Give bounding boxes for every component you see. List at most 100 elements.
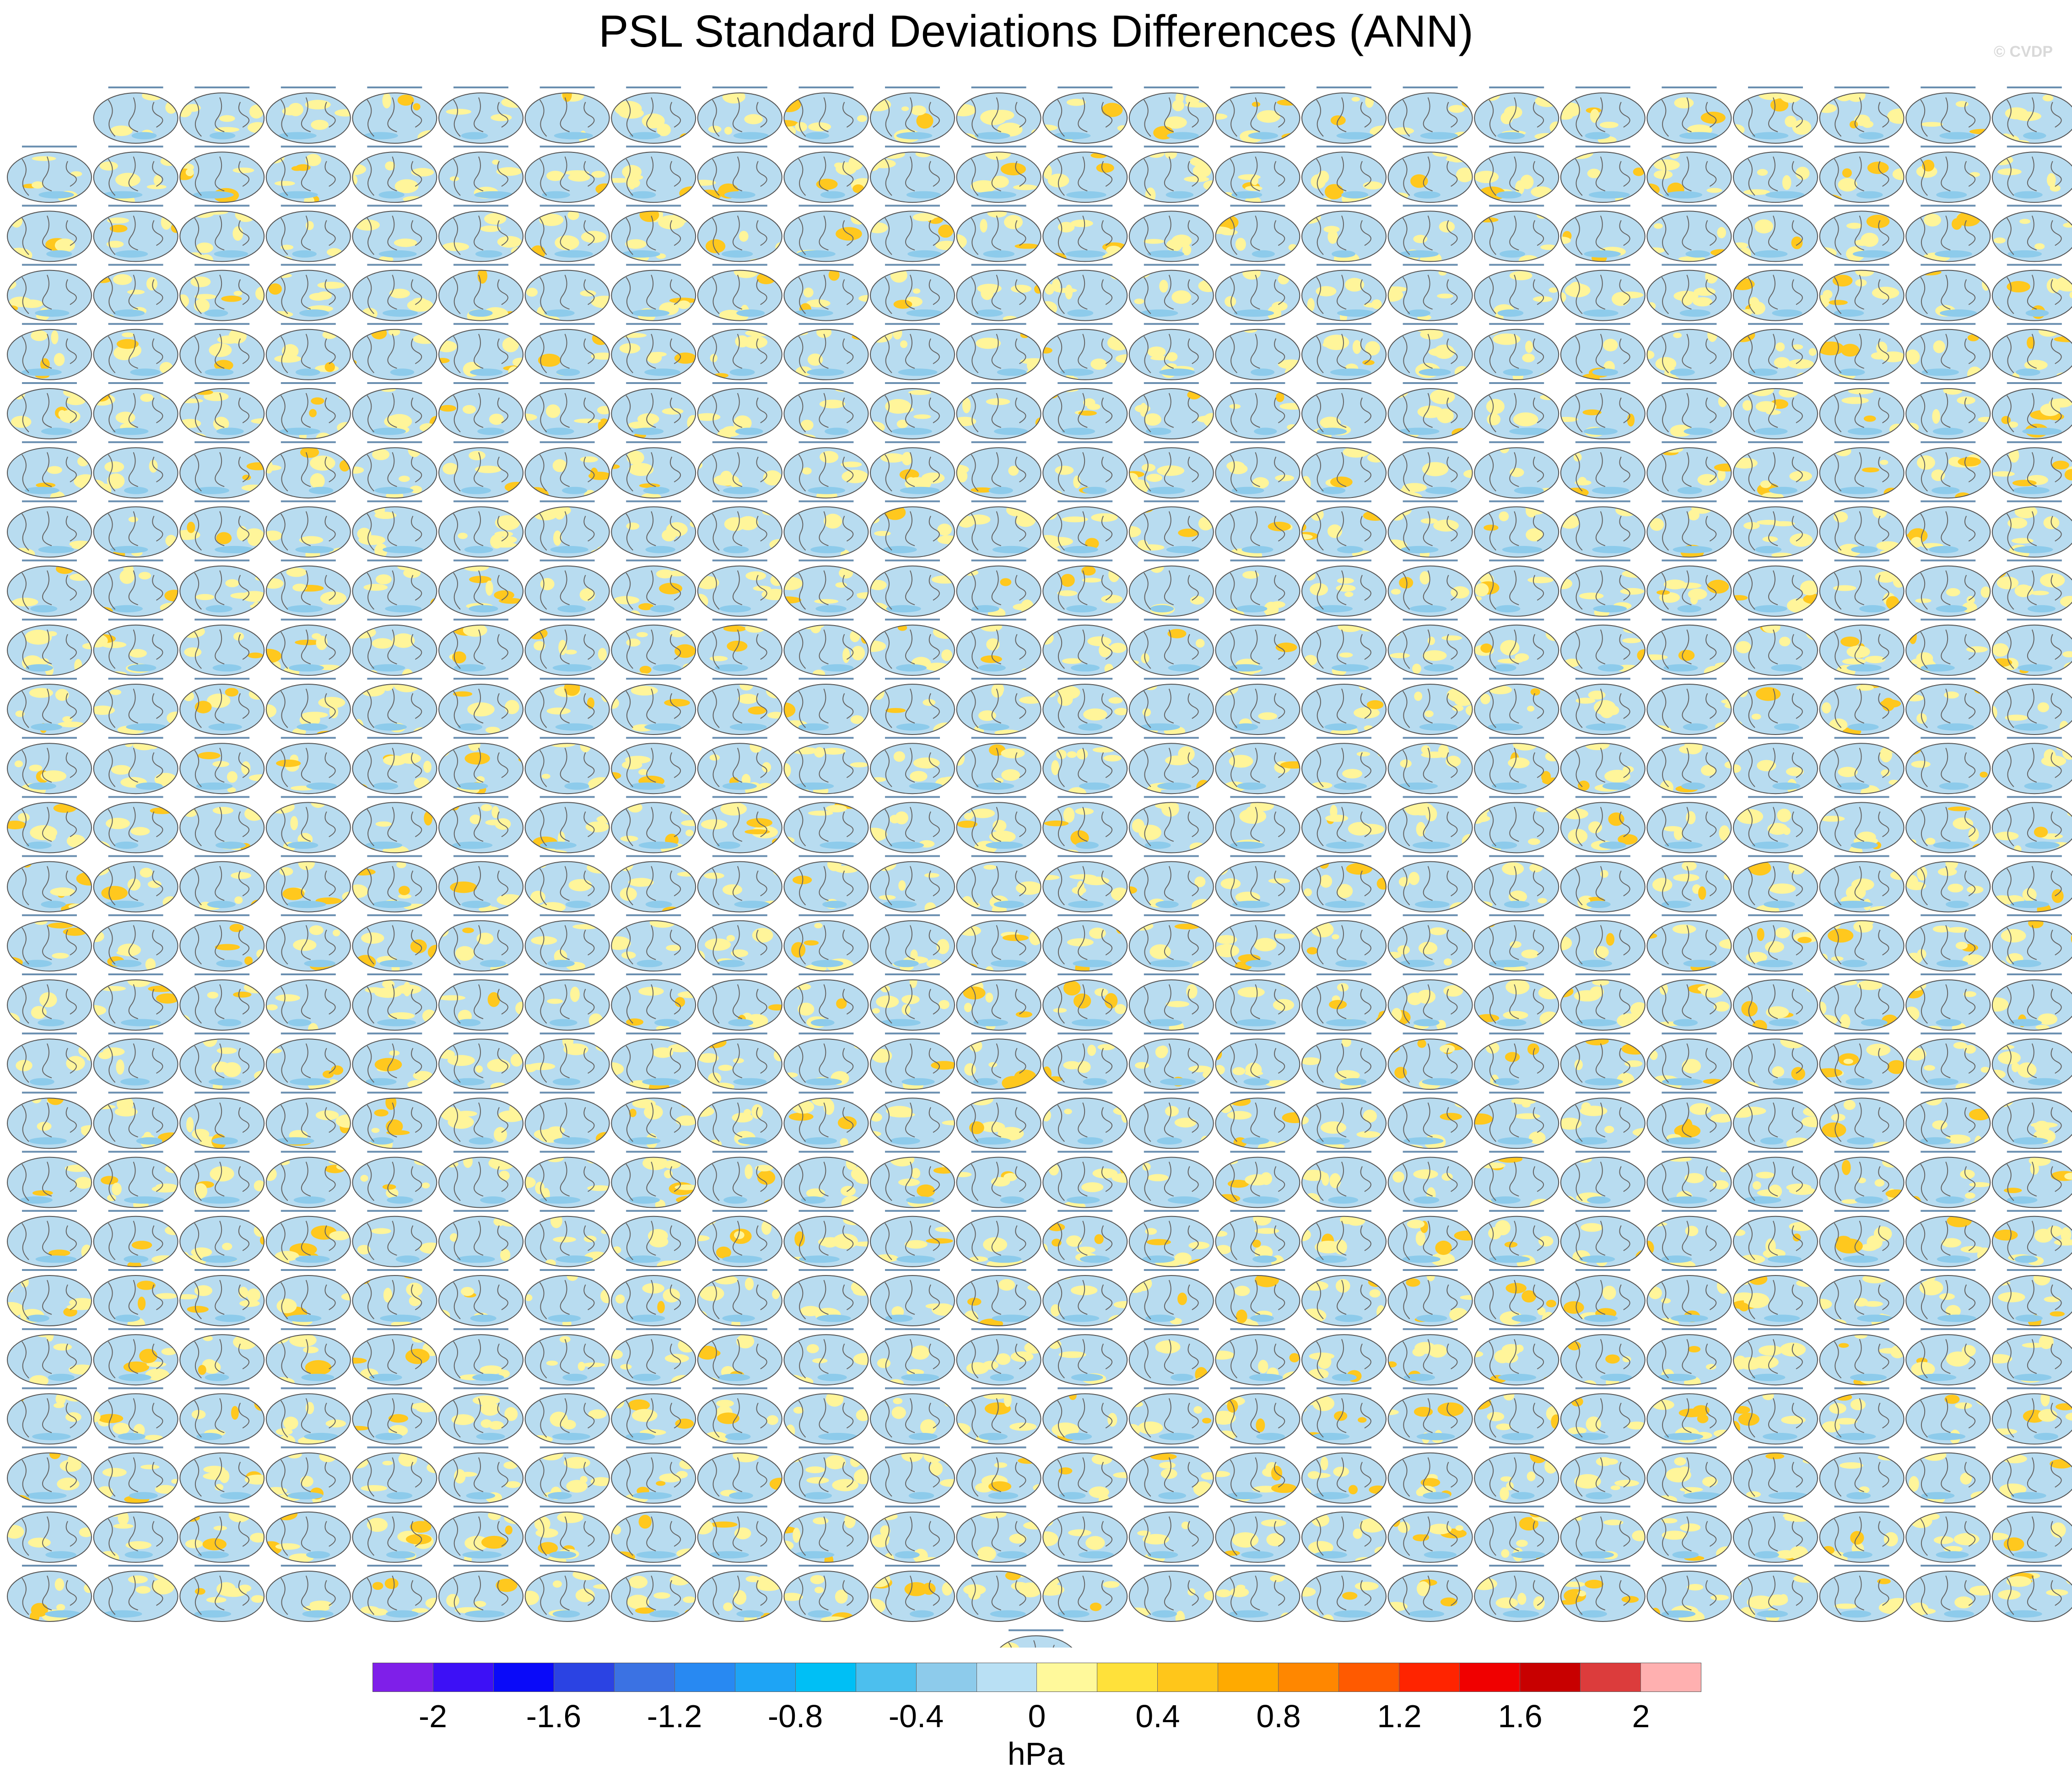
map-panel (1560, 1505, 1646, 1563)
map-panel (1819, 559, 1905, 617)
map-panel (697, 737, 782, 794)
map-panel (1387, 205, 1473, 262)
map-panel (1560, 264, 1646, 321)
map-panel (1301, 441, 1387, 499)
cvdp-watermark: © CVDP (1994, 43, 2053, 60)
map-panel (1819, 618, 1905, 676)
map-panel (1819, 1565, 1905, 1622)
map-panel (1560, 914, 1646, 972)
map-panel (1474, 1565, 1559, 1622)
map-panel (697, 264, 782, 321)
map-panel (697, 1387, 782, 1445)
map-panel (1301, 323, 1387, 380)
map-panel (611, 205, 696, 262)
map-panel (438, 264, 523, 321)
map-panel (1991, 855, 2072, 913)
map-panel (1301, 1032, 1387, 1090)
map-panel (93, 737, 178, 794)
map-panel (783, 1151, 869, 1208)
map-panel (524, 1328, 610, 1386)
colorbar-tick-label: -1.2 (647, 1698, 702, 1734)
map-panel (1215, 86, 1300, 144)
map-panel (1646, 1505, 1732, 1563)
map-panel (438, 914, 523, 972)
map-panel (870, 1210, 955, 1267)
colorbar-tick-label: -2 (418, 1698, 448, 1734)
colorbar-swatch (1037, 1663, 1098, 1692)
map-panel (7, 618, 92, 676)
map-panel (1733, 1210, 1818, 1267)
map-panel (352, 441, 437, 499)
map-panel (1733, 855, 1818, 913)
map-panel (1991, 1151, 2072, 1208)
map-panel (352, 796, 437, 854)
colorbar-swatch (1339, 1663, 1400, 1692)
map-panel (1301, 914, 1387, 972)
map-panel (1042, 1032, 1128, 1090)
map-panel (1733, 737, 1818, 794)
map-panel (1733, 1328, 1818, 1386)
map-panel (179, 146, 265, 203)
map-panel (179, 559, 265, 617)
map-panel (611, 559, 696, 617)
colorbar-tick-label: -1.6 (526, 1698, 582, 1734)
map-panel (352, 1092, 437, 1149)
map-panel (438, 500, 523, 558)
map-panel (956, 1151, 1041, 1208)
map-panel (1474, 1446, 1559, 1504)
map-panel (1301, 205, 1387, 262)
map-panel (438, 618, 523, 676)
map-panel (352, 86, 437, 144)
map-panel (956, 796, 1041, 854)
map-panel (1819, 86, 1905, 144)
map-panel (265, 323, 351, 380)
map-panel (1819, 796, 1905, 854)
map-panel (1646, 559, 1732, 617)
colorbar-swatch (916, 1663, 977, 1692)
map-panel (1646, 146, 1732, 203)
map-panel (1215, 973, 1300, 1031)
colorbar-tick-label: -0.8 (767, 1698, 823, 1734)
map-panel (438, 559, 523, 617)
map-panel (870, 1269, 955, 1326)
map-panel (1387, 500, 1473, 558)
map-panel (524, 1269, 610, 1326)
map-panel (1905, 441, 1991, 499)
map-panel (1560, 86, 1646, 144)
map-panel (93, 441, 178, 499)
map-panel (93, 323, 178, 380)
map-panel (524, 1505, 610, 1563)
map-panel (93, 1387, 178, 1445)
map-panel (1646, 618, 1732, 676)
map-panel (1042, 796, 1128, 854)
map-panel (1819, 1092, 1905, 1149)
map-panel (956, 678, 1041, 735)
map-panel (1905, 855, 1991, 913)
map-panel (7, 1092, 92, 1149)
map-panel (1128, 500, 1214, 558)
map-panel (1646, 1328, 1732, 1386)
map-panel (179, 737, 265, 794)
map-panel (352, 1387, 437, 1445)
map-panel (1474, 1151, 1559, 1208)
map-panel (93, 1269, 178, 1326)
map-panel (438, 1032, 523, 1090)
map-panel (179, 500, 265, 558)
map-panel (1991, 618, 2072, 676)
map-panel (438, 737, 523, 794)
map-panel (1733, 323, 1818, 380)
colorbar-swatch (735, 1663, 796, 1692)
map-panel (994, 1629, 1078, 1648)
map-panel (1646, 1032, 1732, 1090)
map-panel (1128, 1328, 1214, 1386)
map-panel (1474, 500, 1559, 558)
map-panel (870, 1032, 955, 1090)
map-panel (1733, 1387, 1818, 1445)
map-panel (611, 323, 696, 380)
map-panel (783, 1387, 869, 1445)
map-panel (1215, 678, 1300, 735)
map-panel (1819, 737, 1905, 794)
map-panel (524, 205, 610, 262)
map-panel (1905, 559, 1991, 617)
map-panel (7, 1565, 92, 1622)
